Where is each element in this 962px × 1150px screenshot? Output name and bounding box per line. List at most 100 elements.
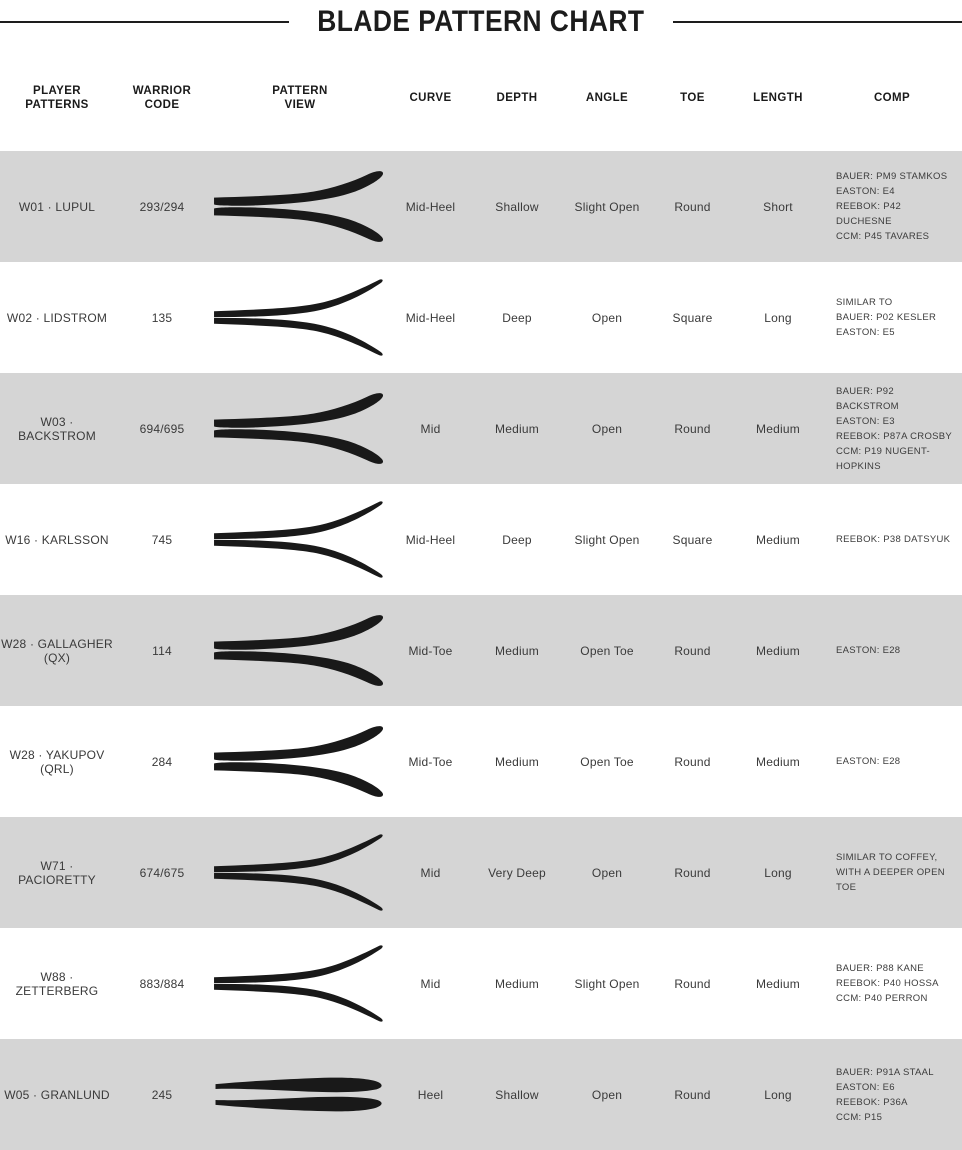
depth-value: Deep [502,532,532,547]
angle-value: Slight Open [574,532,640,547]
pattern-view-cell [210,484,390,595]
blade-silhouette-icon [215,1077,382,1112]
player-pattern-name: W03 · BACKSTROM [18,414,96,443]
blade-silhouette-icon [214,393,384,464]
angle-value: Open [591,1087,623,1102]
curve-value: Mid-Toe [408,643,453,658]
comp-list: BAUER: PM9 STAMKOS EASTON: E4 REEBOK: P42 … [836,171,948,242]
comp-list: EASTON: E28 [836,645,901,656]
table-row: W05 · GRANLUND 245 Heel Shallow Open Rou… [0,1039,962,1150]
warrior-code-value: 883/884 [139,976,185,991]
curve-value: Mid [420,976,441,991]
toe-value: Square [672,310,713,325]
blade-silhouette-icon [214,834,383,911]
column-header-player-patterns: PLAYER PATTERNS [25,84,89,111]
table-row: W88 · ZETTERBERG 883/884 Mid Medium Slig… [0,928,962,1039]
table-row: W01 · LUPUL 293/294 Mid-Heel Shallow Sli… [0,151,962,262]
column-header-curve: CURVE [409,91,452,104]
depth-value: Medium [495,643,539,658]
warrior-code-value: 745 [151,532,173,547]
pattern-view-cell [210,706,390,817]
curve-value: Mid [420,421,441,436]
depth-value: Medium [495,754,539,769]
comp-list: SIMILAR TO COFFEY, WITH A DEEPER OPEN TOE [836,852,945,893]
depth-value: Shallow [495,1087,539,1102]
toe-value: Round [674,643,711,658]
toe-value: Round [674,421,711,436]
blade-silhouette-icon [214,279,383,356]
title-rule-left [0,21,290,23]
length-value: Long [764,310,792,325]
player-pattern-name: W28 · YAKUPOV (QRL) [9,747,105,776]
angle-value: Open [591,421,623,436]
comp-list: SIMILAR TO BAUER: P02 KESLER EASTON: E5 [836,297,937,338]
comp-list: REEBOK: P38 DATSYUK [836,534,951,545]
depth-value: Deep [502,310,532,325]
column-header-toe: TOE [680,91,705,104]
angle-value: Open Toe [580,754,634,769]
pattern-view-cell [210,595,390,706]
player-pattern-name: W05 · GRANLUND [4,1087,110,1102]
pattern-view-cell [210,1039,390,1150]
pattern-view-cell [210,262,390,373]
length-value: Short [763,199,793,214]
page-title: BLADE PATTERN CHART [317,5,645,38]
warrior-code-value: 114 [152,643,172,658]
length-value: Medium [756,421,800,436]
curve-value: Mid-Toe [408,754,453,769]
angle-value: Open [591,865,623,880]
warrior-code-value: 694/695 [139,421,185,436]
toe-value: Square [672,532,713,547]
length-value: Long [764,1087,792,1102]
length-value: Medium [756,532,800,547]
pattern-table-body: W01 · LUPUL 293/294 Mid-Heel Shallow Sli… [0,151,962,1150]
curve-value: Mid-Heel [405,199,456,214]
length-value: Medium [756,976,800,991]
warrior-code-value: 674/675 [139,865,185,880]
player-pattern-name: W88 · ZETTERBERG [15,969,99,998]
angle-value: Open Toe [580,643,634,658]
column-header-comp: COMP [873,91,911,104]
length-value: Medium [756,643,800,658]
warrior-code-value: 135 [151,310,173,325]
toe-value: Round [674,199,711,214]
depth-value: Medium [495,976,539,991]
page-header: BLADE PATTERN CHART [0,0,962,44]
depth-value: Medium [495,421,539,436]
angle-value: Slight Open [574,976,640,991]
length-value: Medium [756,754,800,769]
table-row: W03 · BACKSTROM 694/695 Mid Medium Open … [0,373,962,484]
column-header-pattern-view: PATTERN VIEW [272,84,328,111]
curve-value: Mid [420,865,441,880]
player-pattern-name: W02 · LIDSTROM [6,310,108,325]
blade-silhouette-icon [214,171,384,242]
table-row: W02 · LIDSTROM 135 Mid-Heel Deep Open Sq… [0,262,962,373]
player-pattern-name: W71 · PACIORETTY [18,858,96,887]
column-header-row: PLAYER PATTERNS WARRIOR CODE PATTERN VIEW C… [0,44,962,151]
length-value: Long [764,865,792,880]
comp-list: EASTON: E28 [836,756,901,767]
curve-value: Mid-Heel [405,532,456,547]
table-row: W28 · YAKUPOV (QRL) 284 Mid-Toe Medium O… [0,706,962,817]
depth-value: Very Deep [488,865,546,880]
column-header-length: LENGTH [753,91,803,104]
curve-value: Mid-Heel [405,310,456,325]
angle-value: Open [591,310,623,325]
warrior-code-value: 284 [151,754,173,769]
blade-silhouette-icon [214,615,384,686]
toe-value: Round [674,1087,711,1102]
toe-value: Round [674,865,711,880]
comp-list: BAUER: P88 KANE REEBOK: P40 HOSSA CCM: P40… [836,963,939,1004]
toe-value: Round [674,976,711,991]
column-header-warrior-code: WARRIOR CODE [132,84,192,111]
blade-silhouette-icon [214,501,383,578]
blade-silhouette-icon [214,945,383,1022]
warrior-code-value: 245 [151,1087,173,1102]
toe-value: Round [674,754,711,769]
player-pattern-name: W16 · KARLSSON [5,532,109,547]
comp-list: BAUER: P91A STAAL EASTON: E6 REEBOK: P36A C… [836,1066,934,1123]
pattern-view-cell [210,817,390,928]
column-header-depth: DEPTH [496,91,538,104]
depth-value: Shallow [495,199,539,214]
